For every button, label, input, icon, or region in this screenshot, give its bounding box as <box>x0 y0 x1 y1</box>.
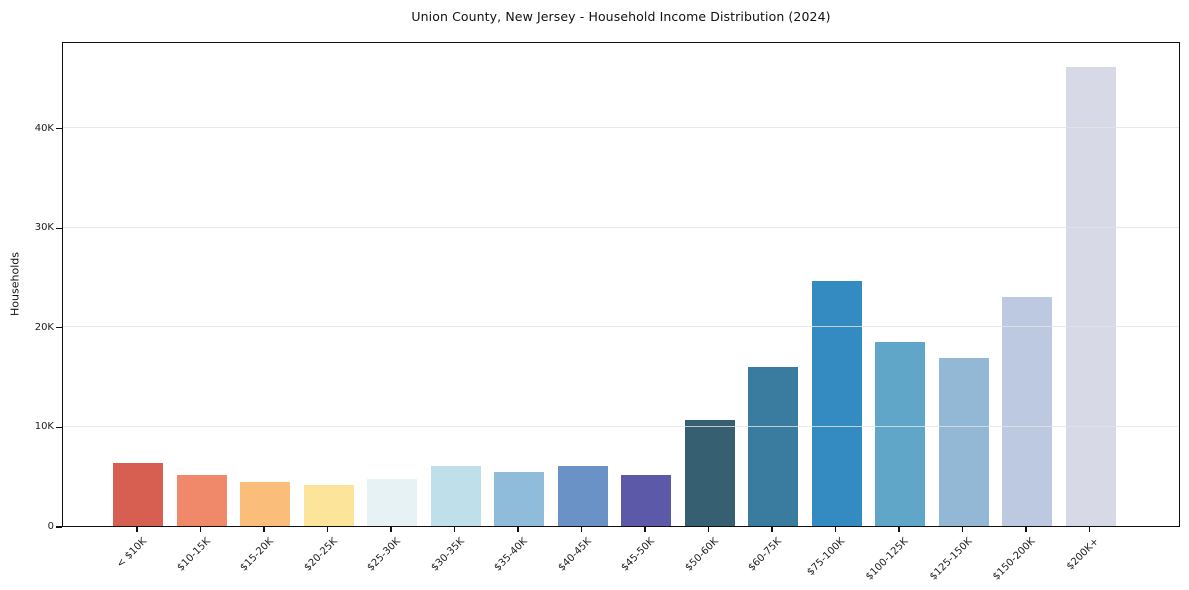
bar-7 <box>494 472 544 526</box>
x-tick-label: $30-35K <box>428 536 467 574</box>
y-tick-label: 40K <box>34 122 54 134</box>
x-tick-label: $50-60K <box>682 536 721 574</box>
x-tick-label: $15-20K <box>238 536 276 574</box>
y-tick-mark <box>56 327 62 329</box>
gridline-30K <box>63 226 1179 228</box>
x-tick-label: $75-100K <box>805 536 848 578</box>
x-tick-mark <box>834 527 837 532</box>
x-tick-label: $100-125K <box>864 536 911 583</box>
gridline-20K <box>63 326 1179 328</box>
y-tick-mark <box>56 128 62 130</box>
x-tick-mark <box>644 527 646 532</box>
bar-11 <box>748 366 798 526</box>
x-tick-mark <box>136 527 138 532</box>
x-tick-label: $35-40K <box>492 536 530 574</box>
bar-16 <box>1065 66 1116 526</box>
gridline-40K <box>63 127 1179 129</box>
x-tick-mark <box>326 527 329 532</box>
bar-5 <box>367 479 417 526</box>
y-tick-label: 30K <box>34 222 54 234</box>
x-tick-label: $10-15K <box>174 536 213 574</box>
y-axis-title: Households <box>8 252 22 316</box>
x-tick-mark <box>707 527 710 532</box>
x-tick-mark <box>898 527 900 532</box>
chart-title: Union County, New Jersey - Household Inc… <box>411 9 831 24</box>
x-tick-mark <box>199 527 202 532</box>
y-tick-mark <box>56 526 62 528</box>
y-tick-label: 10K <box>34 421 54 433</box>
x-tick-label: $40-45K <box>555 536 594 574</box>
x-tick-mark <box>263 527 265 532</box>
y-tick-mark <box>56 426 62 429</box>
x-tick-label: $20-25K <box>301 536 340 574</box>
plot-area <box>62 42 1180 527</box>
x-tick-label: $150-200K <box>991 536 1038 583</box>
x-tick-mark <box>961 527 964 532</box>
bar-1 <box>113 463 163 526</box>
bar-13 <box>875 341 925 526</box>
x-tick-mark <box>771 527 773 532</box>
bar-10 <box>684 420 735 526</box>
y-tick-label: 0 <box>47 521 54 532</box>
x-tick-label: < $10K <box>114 536 149 571</box>
gridline-10K <box>63 425 1179 427</box>
x-tick-label: $45-50K <box>619 536 657 574</box>
x-tick-mark <box>390 527 392 532</box>
bar-14 <box>938 357 989 526</box>
x-tick-label: $25-30K <box>365 536 403 574</box>
bar-2 <box>176 475 227 526</box>
bar-15 <box>1002 296 1052 526</box>
x-tick-label: $200K+ <box>1064 536 1102 573</box>
x-tick-mark <box>580 527 583 532</box>
x-tick-label: $60-75K <box>746 536 784 574</box>
x-tick-mark <box>517 527 519 532</box>
bar-4 <box>303 485 354 526</box>
x-tick-label: $125-150K <box>927 536 975 583</box>
x-tick-mark <box>1088 527 1091 532</box>
y-tick-label: 20K <box>34 321 54 333</box>
bar-3 <box>240 482 290 526</box>
y-tick-mark <box>56 227 62 229</box>
bar-12 <box>811 281 862 526</box>
bar-8 <box>557 466 608 526</box>
bar-9 <box>621 475 671 526</box>
x-tick-mark <box>1025 527 1027 532</box>
bar-6 <box>430 466 481 526</box>
x-tick-mark <box>453 527 456 532</box>
